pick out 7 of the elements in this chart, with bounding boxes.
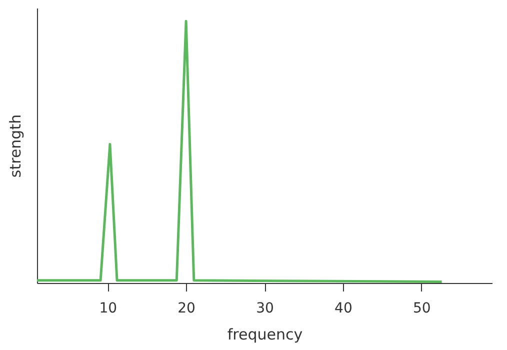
y-axis-title: strength [6,114,24,178]
x-tick-label: 10 [99,300,118,316]
x-tick-label: 30 [256,300,274,316]
x-tick-label: 40 [334,300,352,316]
x-tick-label: 20 [178,300,196,316]
x-axis-title: frequency [227,326,303,344]
x-tick-label: 50 [412,300,431,316]
